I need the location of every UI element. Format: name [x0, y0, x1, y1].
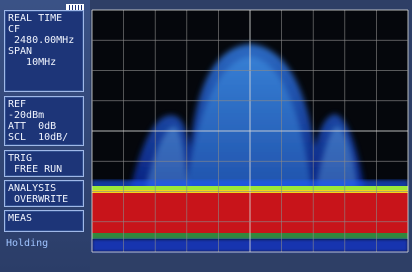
label: SCL 10dB/ [8, 132, 81, 143]
meas-button[interactable]: MEAS [4, 210, 84, 232]
label: SPAN [8, 46, 81, 57]
label: TRIG [8, 153, 81, 164]
label: OVERWRITE [8, 194, 81, 205]
spectrum-display [90, 8, 410, 254]
label: REAL TIME [8, 13, 81, 24]
trig-button[interactable]: TRIG FREE RUN [4, 150, 84, 177]
status-text: Holding [6, 238, 48, 249]
label: 2480.00MHz [8, 35, 81, 46]
label: 10MHz [8, 57, 81, 68]
label: MEAS [8, 213, 81, 224]
realtime-button[interactable]: REAL TIME CF 2480.00MHz SPAN 10MHz [4, 10, 84, 92]
label: ATT 0dB [8, 121, 81, 132]
analyzer-screen: REAL TIME CF 2480.00MHz SPAN 10MHz REF -… [0, 0, 412, 272]
label: CF [8, 24, 81, 35]
label: REF [8, 99, 81, 110]
ref-button[interactable]: REF -20dBm ATT 0dB SCL 10dB/ [4, 96, 84, 146]
label: -20dBm [8, 110, 81, 121]
side-panel: REAL TIME CF 2480.00MHz SPAN 10MHz REF -… [0, 0, 90, 272]
label: FREE RUN [8, 164, 81, 175]
label: ANALYSIS [8, 183, 81, 194]
analysis-button[interactable]: ANALYSIS OVERWRITE [4, 180, 84, 207]
